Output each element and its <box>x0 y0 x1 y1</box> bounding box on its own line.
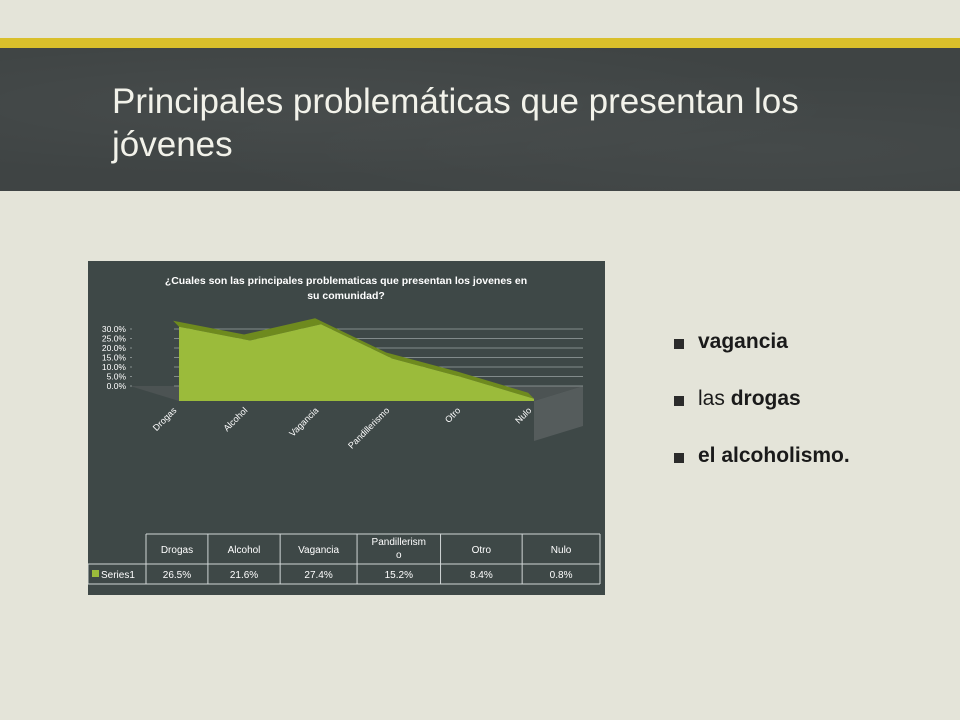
bullet-text: las <box>698 387 731 410</box>
y-tick-label: 10.0% <box>102 362 127 372</box>
table-header-cell: Nulo <box>551 545 572 556</box>
y-tick-label: 15.0% <box>102 353 127 363</box>
bullet-bold-text: vagancia <box>698 330 788 353</box>
bullet-bold-text: drogas <box>730 387 801 410</box>
table-value-cell: 0.8% <box>550 570 573 581</box>
table-value-cell: 26.5% <box>163 570 191 581</box>
table-header-cell: Drogas <box>161 545 193 556</box>
x-tick-label: Drogas <box>151 405 179 433</box>
x-tick-label: Otro <box>443 405 462 424</box>
chart-side-wall <box>534 386 583 441</box>
x-tick-label: Vagancia <box>287 405 320 438</box>
table-header-cell: Pandillerism <box>372 537 426 548</box>
y-tick-label: 0.0% <box>107 381 127 391</box>
y-tick-label: 30.0% <box>102 324 127 334</box>
x-tick-label: Alcohol <box>221 405 249 433</box>
chart-panel: ¿Cuales son las principales problematica… <box>88 261 605 595</box>
area-chart: ¿Cuales son las principales problematica… <box>88 275 601 585</box>
chart-title-line-1: ¿Cuales son las principales problematica… <box>165 275 527 287</box>
bullet-item-alcoholismo: el alcoholismo. <box>672 444 850 501</box>
chart-title-line-2: su comunidad? <box>307 290 385 302</box>
bullet-list: vagancia las drogas el alcoholismo. <box>672 330 850 501</box>
slide-title: Principales problemáticas que presentan … <box>112 82 799 164</box>
table-row-label: Series1 <box>101 570 135 581</box>
series-area-front <box>179 324 534 401</box>
x-tick-label: Nulo <box>513 405 533 425</box>
table-header-cell: Alcohol <box>228 545 261 556</box>
y-tick-label: 20.0% <box>102 343 127 353</box>
x-tick-label: Pandillerismo <box>346 405 391 450</box>
table-header-cell-wrap: o <box>396 550 402 561</box>
bullet-bold-text: el alcoholismo. <box>698 444 850 467</box>
square-bullet-icon <box>674 453 684 463</box>
table-header-cell: Vagancia <box>298 545 339 556</box>
square-bullet-icon <box>674 396 684 406</box>
y-tick-label: 25.0% <box>102 334 127 344</box>
table-value-cell: 27.4% <box>304 570 332 581</box>
bullet-item-drogas: las drogas <box>672 387 850 444</box>
title-banner <box>0 48 960 191</box>
accent-bar <box>0 38 960 48</box>
table-value-cell: 8.4% <box>470 570 493 581</box>
table-value-cell: 21.6% <box>230 570 258 581</box>
bullet-item-vagancia: vagancia <box>672 330 850 387</box>
y-tick-label: 5.0% <box>107 372 127 382</box>
square-bullet-icon <box>674 339 684 349</box>
series-area <box>173 318 535 401</box>
legend-swatch <box>92 570 99 577</box>
data-table: Drogas Alcohol Vagancia Pandillerism o Otro Nu… <box>88 533 601 585</box>
x-axis: Drogas Alcohol Vagancia Pandillerismo Otro Nu… <box>151 405 534 451</box>
table-value-cell: 15.2% <box>385 570 413 581</box>
table-header-cell: Otro <box>472 545 492 556</box>
y-axis: 0.0%5.0%10.0%15.0%20.0%25.0%30.0% <box>102 324 127 391</box>
